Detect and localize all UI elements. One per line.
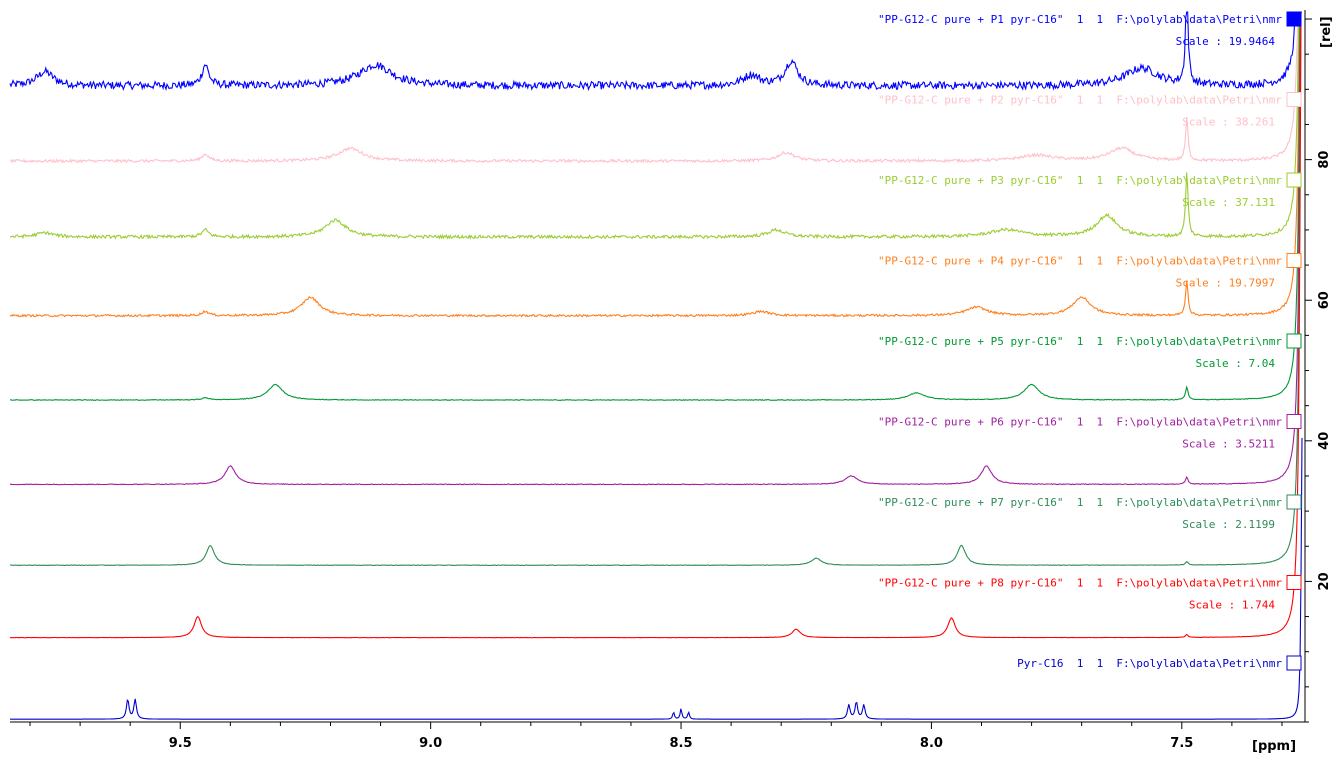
spectrum-color-box-5 <box>1286 333 1302 349</box>
spectrum-trace-9 <box>10 437 1303 720</box>
x-axis: 9.5 9.0 8.5 8.0 7.5 <box>10 721 1305 751</box>
y-tick-label: 60 <box>1317 291 1332 309</box>
y-tick-label: 80 <box>1317 151 1332 169</box>
y-tick-label: 20 <box>1317 572 1332 590</box>
spectrum-title-4: "PP-G12-C pure + P4 pyr-C16" 1 1 F:\poly… <box>878 255 1282 268</box>
spectrum-scale-2: Scale : 38.261 <box>1182 116 1275 129</box>
spectrum-trace-8 <box>9 11 1302 639</box>
spectra-traces <box>9 11 1303 720</box>
x-axis-label: [ppm] <box>1252 739 1296 754</box>
x-tick-label: 9.0 <box>419 736 442 751</box>
spectrum-color-box-4 <box>1286 253 1302 268</box>
spectrum-title-1: "PP-G12-C pure + P1 pyr-C16" 1 1 F:\poly… <box>878 13 1282 26</box>
spectrum-title-5: "PP-G12-C pure + P5 pyr-C16" 1 1 F:\poly… <box>878 335 1282 348</box>
spectrum-trace-5 <box>10 11 1302 401</box>
spectrum-color-box-1 <box>1286 11 1302 27</box>
spectrum-title-2: "PP-G12-C pure + P2 pyr-C16" 1 1 F:\poly… <box>878 94 1282 107</box>
spectrum-scale-7: Scale : 2.1199 <box>1182 518 1275 531</box>
spectrum-scale-5: Scale : 7.04 <box>1196 357 1276 370</box>
y-tick-label: 40 <box>1317 432 1332 450</box>
spectrum-scale-6: Scale : 3.5211 <box>1182 438 1275 451</box>
spectrum-color-box-8 <box>1286 575 1302 590</box>
spectrum-trace-1 <box>9 11 1302 92</box>
spectrum-color-box-2 <box>1286 92 1302 107</box>
y-axis-label: [rel] <box>1319 16 1334 48</box>
spectrum-color-box-6 <box>1286 414 1302 429</box>
x-tick-label: 8.0 <box>920 736 943 751</box>
spectrum-trace-4 <box>9 11 1302 318</box>
spectrum-color-box-9 <box>1286 655 1302 671</box>
spectrum-title-6: "PP-G12-C pure + P6 pyr-C16" 1 1 F:\poly… <box>878 416 1282 429</box>
spectrum-scale-3: Scale : 37.131 <box>1182 196 1275 209</box>
spectrum-trace-3 <box>9 11 1302 240</box>
spectrum-trace-2 <box>9 11 1302 164</box>
spectrum-title-9: Pyr-C16 1 1 F:\polylab\data\Petri\nmr <box>1017 657 1282 670</box>
spectrum-scale-1: Scale : 19.9464 <box>1176 35 1276 48</box>
spectrum-scale-8: Scale : 1.744 <box>1189 599 1275 612</box>
spectrum-trace-6 <box>9 11 1302 486</box>
spectrum-scale-4: Scale : 19.7997 <box>1176 277 1275 290</box>
spectrum-color-box-3 <box>1286 172 1302 188</box>
spectra-labels: "PP-G12-C pure + P1 pyr-C16" 1 1 F:\poly… <box>878 11 1302 671</box>
x-tick-label: 7.5 <box>1170 736 1193 751</box>
spectrum-trace-7 <box>9 11 1302 566</box>
spectrum-title-8: "PP-G12-C pure + P8 pyr-C16" 1 1 F:\poly… <box>878 577 1282 590</box>
x-tick-label: 9.5 <box>169 736 192 751</box>
spectrum-title-3: "PP-G12-C pure + P3 pyr-C16" 1 1 F:\poly… <box>878 174 1282 187</box>
spectrum-title-7: "PP-G12-C pure + P7 pyr-C16" 1 1 F:\poly… <box>878 496 1282 509</box>
x-tick-label: 8.5 <box>670 736 693 751</box>
spectrum-color-box-7 <box>1286 494 1302 510</box>
y-axis: 20 40 60 80 <box>1304 10 1332 723</box>
